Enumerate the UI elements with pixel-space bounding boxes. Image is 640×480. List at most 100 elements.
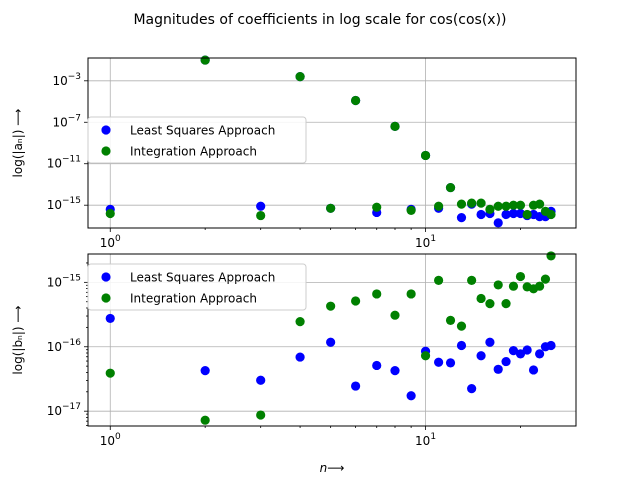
data-point [522,345,532,355]
y-tick-exp: −15 [62,273,81,283]
data-point [515,349,526,359]
data-point [390,121,400,132]
data-point [256,201,266,211]
legend-label: Integration Approach [130,145,257,159]
data-point [476,351,486,361]
legend-label: Integration Approach [130,292,257,306]
data-point [522,209,532,220]
data-point [326,337,336,347]
data-point [493,218,503,228]
data-point [445,358,456,368]
series-integration [105,55,556,221]
legend-box [87,116,307,164]
x-tick-label: 100 [100,432,121,448]
data-point [372,289,382,299]
y-tick-label: 10−15 [47,273,81,289]
x-tick-base: 10 [100,236,115,250]
legend-marker [101,125,111,135]
x-tick-exp: 1 [430,432,436,442]
x-tick-label: 101 [415,432,436,448]
data-point [256,210,266,221]
y-tick-exp: −15 [62,196,81,206]
data-point [508,281,519,291]
data-point [476,293,486,304]
data-point [295,352,305,362]
data-point [501,299,511,309]
y-tick-label: 10−3 [52,72,81,88]
y-tick-base: 10 [47,404,62,418]
data-point [434,201,444,211]
y-tick-label: 10−16 [47,338,82,354]
data-point [546,340,556,351]
data-point [535,349,545,359]
data-point [295,317,305,327]
data-point [445,315,456,325]
y-tick-base: 10 [47,275,62,289]
data-point [256,410,266,420]
data-point [476,209,486,220]
x-tick-label: 101 [415,234,436,250]
data-point [485,299,495,309]
x-tick-exp: 0 [115,432,121,442]
data-point [351,381,361,391]
figure-title: Magnitudes of coefficients in log scale … [133,12,506,28]
data-point [508,208,519,219]
x-tick-exp: 0 [115,234,121,244]
data-point [200,415,210,425]
data-point [256,375,266,385]
legend: Least Squares Approach Integration Approa… [87,263,307,311]
y-tick-base: 10 [47,198,62,212]
x-tick-exp: 1 [430,234,436,244]
data-point [493,201,503,211]
data-point [406,391,416,401]
data-point [515,200,526,210]
data-point [105,368,115,378]
data-point [508,200,519,210]
data-point [406,205,416,215]
data-point [326,301,336,311]
data-point [508,346,519,356]
data-point [351,296,361,306]
data-point [456,213,467,223]
data-point [535,281,545,291]
legend: Least Squares Approach Integration Approa… [87,116,307,164]
data-point [420,351,431,361]
data-point [456,340,467,351]
x-tick-label: 100 [100,234,121,250]
legend-box [87,263,307,311]
y-tick-exp: −3 [68,72,81,82]
series-integration [105,251,556,425]
data-point [485,337,495,347]
data-point [467,275,477,286]
data-point [501,356,511,367]
x-tick-base: 10 [415,434,430,448]
x-tick-base: 10 [100,434,115,448]
data-point [456,321,467,331]
y-tick-label: 10−15 [47,196,81,212]
data-point [546,209,556,220]
data-point [420,150,431,161]
data-point [515,271,526,282]
data-point [467,384,477,394]
data-point [105,313,115,324]
data-point [493,280,503,290]
data-point [501,201,511,211]
data-point [406,289,416,299]
y-axis-label: log(|aₙ|) ⟶ [11,109,25,178]
y-tick-base: 10 [52,115,67,129]
axes-frame [87,253,577,427]
x-axis-label: n⟶ [320,461,345,475]
data-point [351,95,361,106]
y-axis-label: log(|bₙ|) ⟶ [11,305,25,374]
data-point [105,208,115,219]
data-point [434,357,444,367]
data-point [535,199,545,209]
legend-label: Least Squares Approach [130,271,275,285]
y-tick-base: 10 [47,340,62,354]
data-point [200,55,210,65]
legend-marker [101,272,111,282]
y-tick-exp: −16 [62,338,81,348]
